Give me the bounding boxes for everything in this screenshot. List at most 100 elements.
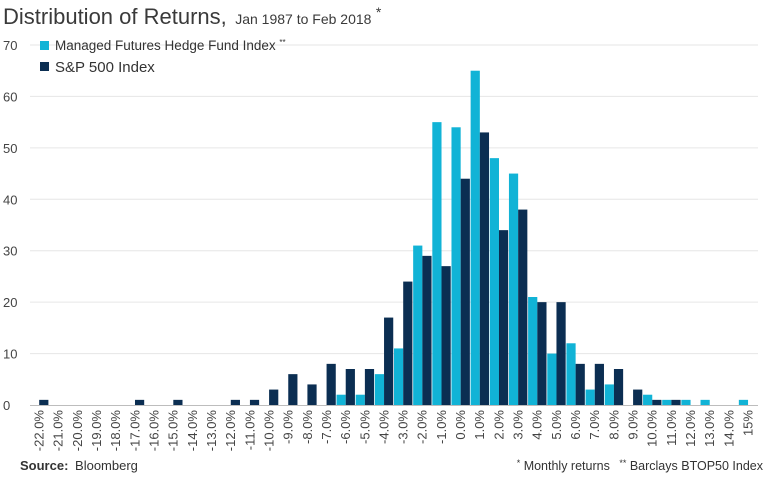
legend-swatch-sp500 (40, 62, 49, 71)
bar-managed-futures (489, 158, 499, 405)
x-tick-label: -11.0% (242, 410, 257, 451)
legend-label-sp500: S&P 500 Index (55, 59, 155, 76)
bar-sp500 (39, 399, 49, 405)
bars (39, 70, 749, 406)
bar-sp500 (633, 389, 643, 405)
bar-managed-futures (681, 399, 691, 405)
bar-managed-futures (604, 384, 614, 405)
x-tick-label: -20.0% (70, 410, 85, 452)
x-tick-label: -12.0% (223, 410, 238, 452)
x-tick-label: 10.0% (645, 410, 660, 447)
bar-managed-futures (470, 70, 480, 405)
bar-managed-futures (738, 399, 749, 405)
gridlines (30, 44, 758, 355)
x-tick-label: 11.0% (664, 410, 679, 446)
x-tick-label: -2.0% (415, 410, 430, 444)
x-tick-label: -10.0% (261, 410, 276, 452)
bar-sp500 (230, 399, 240, 405)
y-tick-label: 0 (3, 398, 10, 413)
bar-sp500 (249, 399, 260, 405)
bar-sp500 (537, 302, 547, 405)
y-tick-label: 50 (3, 141, 17, 156)
bar-sp500 (345, 369, 355, 405)
bar-sp500 (441, 266, 451, 405)
legend: Managed Futures Hedge Fund Index ** S&P … (40, 38, 286, 76)
x-tick-label: -6.0% (338, 410, 353, 444)
bar-managed-futures (547, 353, 557, 405)
x-tick-label: -13.0% (204, 410, 219, 452)
bar-managed-futures (585, 389, 595, 405)
x-tick-label: 8.0% (606, 410, 621, 440)
bar-sp500 (307, 384, 317, 405)
bar-managed-futures (413, 245, 423, 405)
bar-managed-futures (528, 297, 538, 405)
source-note: Source: Bloomberg (20, 458, 138, 473)
x-tick-label: 5.0% (549, 410, 564, 440)
x-tick-label: -21.0% (51, 410, 66, 452)
bar-managed-futures (355, 394, 365, 405)
x-tick-label: 4.0% (530, 410, 545, 440)
x-tick-label: 3.0% (511, 410, 526, 440)
bar-sp500 (288, 374, 298, 405)
bar-sp500 (613, 369, 624, 405)
bar-managed-futures (508, 173, 519, 405)
x-tick-label: 9.0% (625, 410, 640, 440)
bar-sp500 (326, 363, 336, 405)
x-tick-label: 7.0% (587, 410, 602, 440)
bar-managed-futures (336, 394, 346, 405)
bar-sp500 (384, 317, 394, 405)
x-tick-label: -1.0% (434, 410, 449, 444)
y-tick-label: 40 (3, 192, 17, 207)
x-tick-label: -7.0% (319, 410, 334, 444)
bar-sp500 (671, 399, 681, 405)
y-tick-label: 30 (3, 244, 17, 259)
y-tick-label: 20 (3, 295, 17, 310)
bar-managed-futures (451, 127, 461, 406)
bar-managed-futures (394, 348, 404, 405)
bar-sp500 (652, 399, 662, 405)
bar-sp500 (518, 209, 528, 405)
x-tick-label: -22.0% (32, 410, 47, 452)
bar-managed-futures (643, 394, 653, 405)
x-tick-label: -18.0% (108, 410, 123, 452)
x-axis-ticks: -22.0% -21.0% -20.0% -19.0% -18.0% -17.0% -16.… (32, 410, 756, 452)
y-tick-label: 60 (3, 89, 17, 104)
chart-title: Distribution of Returns, Jan 1987 to Feb… (3, 4, 382, 29)
bar-sp500 (173, 399, 183, 405)
bar-sp500 (364, 369, 375, 405)
x-tick-label: -8.0% (300, 410, 315, 444)
x-tick-label: -5.0% (357, 410, 372, 444)
y-axis-ticks: 0 10 20 30 40 50 60 70 (3, 38, 17, 413)
y-tick-label: 10 (3, 347, 17, 362)
bar-managed-futures (700, 399, 710, 405)
x-tick-label: -16.0% (147, 410, 162, 452)
x-tick-label: 1.0% (472, 410, 487, 440)
legend-swatch-managed-futures (40, 41, 49, 50)
legend-label-managed-futures: Managed Futures Hedge Fund Index ** (55, 38, 286, 53)
bar-managed-futures (662, 399, 672, 405)
bar-sp500 (556, 302, 566, 405)
bar-sp500 (575, 363, 585, 405)
x-tick-label: 14.0% (721, 410, 736, 447)
bar-sp500 (134, 399, 145, 405)
bar-sp500 (498, 230, 509, 405)
x-tick-label: 13.0% (702, 410, 717, 447)
bar-sp500 (594, 363, 604, 405)
x-tick-label: -4.0% (376, 410, 391, 444)
bar-sp500 (403, 281, 413, 405)
x-tick-label: -9.0% (281, 410, 296, 444)
x-tick-label: 6.0% (568, 410, 583, 440)
bar-managed-futures (432, 122, 442, 406)
x-tick-label: -19.0% (89, 410, 104, 452)
bar-managed-futures (566, 343, 576, 405)
bar-sp500 (422, 255, 432, 405)
x-tick-label: -3.0% (396, 410, 411, 444)
bar-managed-futures (374, 374, 385, 405)
x-tick-label: 0.0% (453, 410, 468, 440)
x-tick-label: 12.0% (683, 410, 698, 447)
bar-sp500 (269, 389, 279, 405)
x-tick-label: -17.0% (127, 410, 142, 452)
x-tick-label: 2.0% (491, 410, 506, 440)
x-tick-label: -14.0% (185, 410, 200, 452)
